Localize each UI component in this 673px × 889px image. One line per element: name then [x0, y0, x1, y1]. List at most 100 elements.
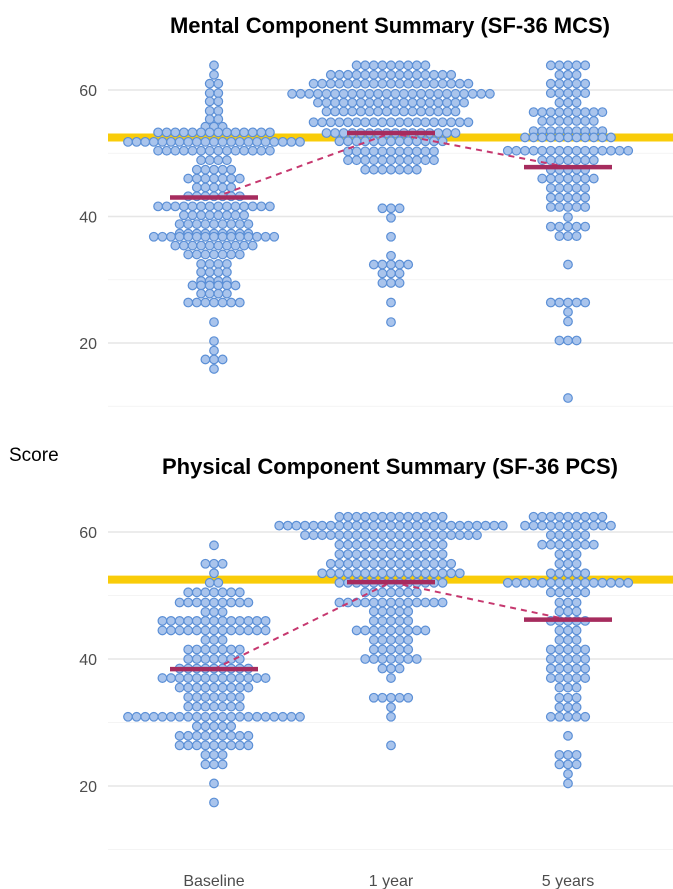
data-point — [161, 145, 172, 156]
data-point — [571, 549, 582, 560]
data-point — [221, 267, 232, 278]
data-point — [420, 625, 431, 636]
data-point — [217, 673, 228, 683]
data-point — [317, 117, 328, 128]
data-point — [196, 155, 207, 166]
data-point — [420, 511, 431, 522]
data-point — [394, 644, 405, 655]
data-point — [334, 577, 345, 588]
data-point — [343, 155, 353, 166]
data-point — [200, 173, 211, 184]
data-point — [338, 88, 349, 99]
data-point — [437, 78, 448, 89]
data-point — [545, 107, 556, 118]
data-point — [563, 711, 573, 722]
data-point — [437, 511, 448, 522]
x-category-label: 1 year — [369, 873, 414, 889]
data-point — [411, 530, 422, 541]
data-point — [588, 132, 599, 143]
data-point — [386, 702, 396, 713]
data-point — [545, 88, 556, 99]
data-point — [403, 549, 414, 560]
data-point — [217, 173, 228, 184]
data-point — [183, 701, 194, 712]
data-point — [394, 78, 405, 89]
data-point — [183, 231, 194, 242]
data-point — [411, 625, 422, 636]
data-point — [243, 597, 254, 608]
data-point — [308, 530, 319, 541]
data-point — [364, 106, 375, 117]
data-point — [520, 132, 530, 143]
data-point — [183, 730, 194, 741]
data-point — [243, 616, 254, 626]
data-point — [226, 182, 237, 193]
data-point — [213, 105, 224, 116]
data-point — [196, 288, 207, 299]
data-point — [234, 173, 245, 184]
data-point — [209, 219, 219, 229]
data-point — [234, 297, 245, 308]
data-point — [209, 336, 219, 347]
data-point — [554, 692, 565, 703]
data-point — [377, 117, 388, 128]
data-point — [234, 231, 245, 242]
data-point — [226, 701, 237, 712]
data-point — [204, 145, 215, 156]
data-point — [528, 577, 539, 588]
data-point — [403, 616, 414, 626]
data-point — [563, 221, 573, 232]
data-point — [209, 364, 219, 374]
data-point — [377, 203, 388, 214]
data-point — [313, 88, 323, 99]
data-point — [221, 280, 232, 291]
data-point — [442, 106, 452, 117]
data-point — [368, 644, 379, 655]
data-point — [239, 201, 250, 212]
data-point — [360, 558, 371, 569]
data-point — [131, 136, 142, 147]
data-point — [343, 117, 353, 128]
data-point — [170, 240, 181, 251]
data-point — [394, 69, 405, 80]
data-point — [373, 106, 384, 117]
data-point — [606, 520, 616, 531]
data-point — [571, 606, 582, 617]
data-point — [252, 711, 262, 722]
data-point — [420, 117, 431, 128]
panel-pcs: Physical Component Summary (SF-36 PCS) 2… — [79, 454, 673, 850]
data-point — [351, 549, 362, 560]
data-point — [403, 587, 414, 598]
data-point — [420, 558, 431, 569]
data-point — [234, 136, 245, 147]
data-point — [563, 107, 573, 118]
y-tick-label: 40 — [79, 652, 97, 669]
data-point — [256, 145, 267, 156]
data-point — [554, 539, 565, 550]
data-point — [360, 597, 371, 608]
data-point — [213, 280, 224, 291]
data-point — [554, 155, 565, 166]
data-point — [325, 117, 336, 128]
data-point — [170, 201, 181, 212]
data-point — [183, 673, 194, 683]
data-point — [588, 511, 599, 522]
data-point — [571, 183, 582, 193]
data-point — [247, 127, 258, 138]
data-point — [580, 663, 591, 674]
data-point — [243, 682, 254, 693]
data-point — [230, 201, 241, 212]
data-point — [209, 297, 219, 308]
data-point — [403, 164, 414, 175]
data-point — [217, 597, 228, 608]
data-point — [580, 539, 591, 550]
data-point — [554, 597, 565, 608]
data-point — [377, 78, 388, 89]
data-point — [334, 558, 345, 569]
data-point — [196, 210, 207, 221]
data-point — [424, 106, 435, 117]
data-point — [140, 711, 151, 722]
data-point — [537, 511, 548, 522]
data-point — [200, 558, 211, 569]
data-point — [450, 106, 461, 117]
